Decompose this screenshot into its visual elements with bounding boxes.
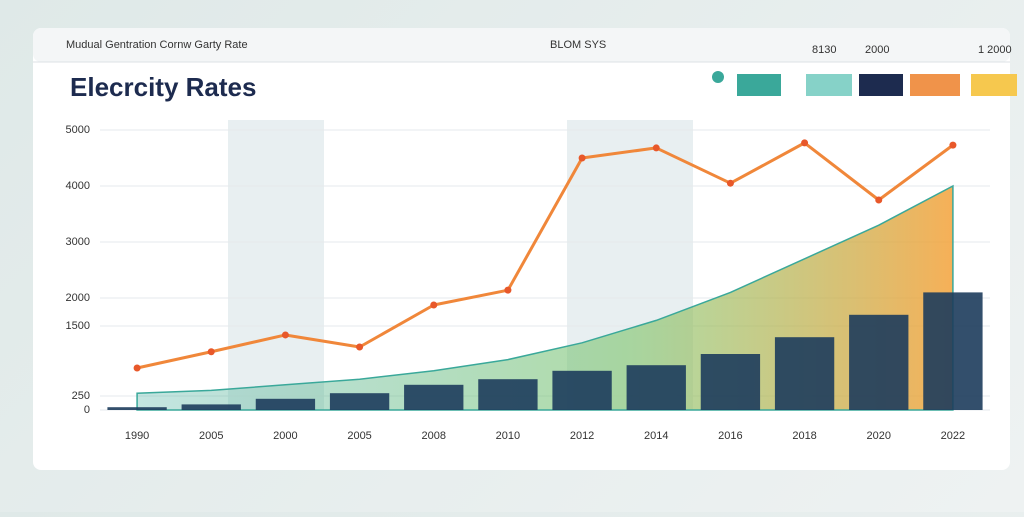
x-tick-label: 2000 — [273, 430, 297, 442]
y-tick-label: 0 — [84, 404, 90, 416]
x-tick-label: 2022 — [941, 430, 965, 442]
line-point — [726, 179, 734, 187]
x-tick-label: 1990 — [125, 430, 149, 442]
y-tick-label: 1500 — [66, 320, 90, 332]
bar — [255, 398, 316, 410]
y-tick-label: 5000 — [66, 124, 90, 136]
bar — [700, 354, 761, 410]
header-bar — [33, 28, 1010, 62]
bar — [849, 314, 909, 410]
bar — [404, 384, 464, 410]
line-point — [875, 196, 883, 204]
legend-swatch — [859, 74, 903, 96]
highlight-band — [228, 120, 324, 410]
x-tick-label: 2016 — [718, 430, 742, 442]
line-point — [207, 348, 215, 356]
x-tick-label: 2010 — [496, 430, 520, 442]
header-text: BLOM SYS — [550, 39, 606, 51]
legend-swatch — [806, 74, 852, 96]
x-tick-label: 2005 — [199, 430, 223, 442]
header-text: 8130 — [812, 44, 836, 56]
line-point — [356, 343, 364, 351]
line — [136, 141, 954, 370]
legend-dot — [712, 71, 724, 83]
x-tick-label: 2012 — [570, 430, 594, 442]
line-point — [578, 154, 586, 162]
legend-swatch — [737, 74, 781, 96]
bar — [774, 337, 835, 410]
line-point — [801, 139, 809, 147]
bar — [329, 393, 390, 410]
line-point — [133, 364, 141, 372]
header-text: 2000 — [865, 44, 889, 56]
line-point — [504, 286, 512, 294]
line-point — [652, 144, 660, 152]
bar — [181, 404, 241, 410]
legend-swatch — [910, 74, 960, 96]
bar — [923, 292, 983, 410]
chart-title: Elecrcity Rates — [70, 72, 256, 102]
x-tick-label: 2005 — [347, 430, 371, 442]
line-point — [281, 331, 289, 339]
bar — [626, 365, 686, 410]
y-tick-label: 4000 — [66, 180, 90, 192]
y-tick-label: 2000 — [66, 292, 90, 304]
y-tick-label: 3000 — [66, 236, 90, 248]
x-tick-label: 2014 — [644, 430, 668, 442]
x-tick-label: 2018 — [792, 430, 816, 442]
bar — [478, 379, 538, 410]
line-point — [430, 301, 438, 309]
bar — [107, 407, 167, 410]
legend-swatch — [971, 74, 1017, 96]
x-tick-label: 2020 — [867, 430, 891, 442]
bar — [552, 370, 612, 410]
y-tick-label: 250 — [72, 390, 90, 402]
x-tick-label: 2008 — [422, 430, 446, 442]
line-point — [949, 141, 957, 149]
header-text: Mudual Gentration Cornw Garty Rate — [66, 39, 248, 51]
header-text: 1 2000 — [978, 44, 1012, 56]
